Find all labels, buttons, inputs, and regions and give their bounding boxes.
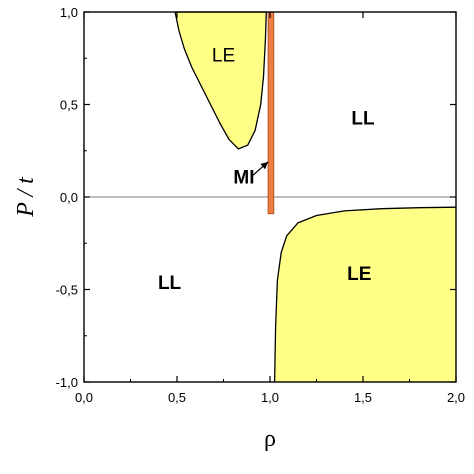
le-lower-boundary (273, 206, 457, 383)
x-tick-label: 2,0 (447, 390, 465, 405)
y-tick-label: 1,0 (60, 5, 78, 20)
regions-layer (174, 11, 456, 382)
le-lower-region (274, 207, 456, 382)
y-tick-label: -1,0 (56, 375, 78, 390)
y-tick-label: -0,5 (56, 283, 78, 298)
label-ll-2: LL (158, 273, 182, 294)
x-tick-label: 0,5 (168, 390, 186, 405)
le-upper-region (174, 11, 267, 150)
mi-arrow-head (260, 161, 269, 170)
y-tick-label: 0,5 (60, 98, 78, 113)
y-axis-label: P / t (13, 176, 39, 218)
y-tick-label: 0,0 (60, 190, 78, 205)
x-tick-label: 1,0 (261, 390, 279, 405)
label-le-lower: LE (347, 264, 371, 285)
label-le-upper: LE (212, 46, 235, 67)
x-axis-label: ρ (264, 426, 276, 452)
lines-layer (84, 11, 457, 383)
x-tick-label: 1,5 (354, 390, 372, 405)
x-tick-label: 0,0 (75, 390, 93, 405)
labels-layer: ρ P / t LE LE MI LL LL (13, 46, 375, 452)
mi-strip (267, 11, 275, 215)
label-ll-1: LL (351, 108, 375, 129)
ticks-layer: 0,0 0,5 1,0 1,5 2,0 -1,0 -0,5 0,0 0,5 1,0 (56, 5, 465, 405)
label-mi: MI (233, 168, 254, 189)
